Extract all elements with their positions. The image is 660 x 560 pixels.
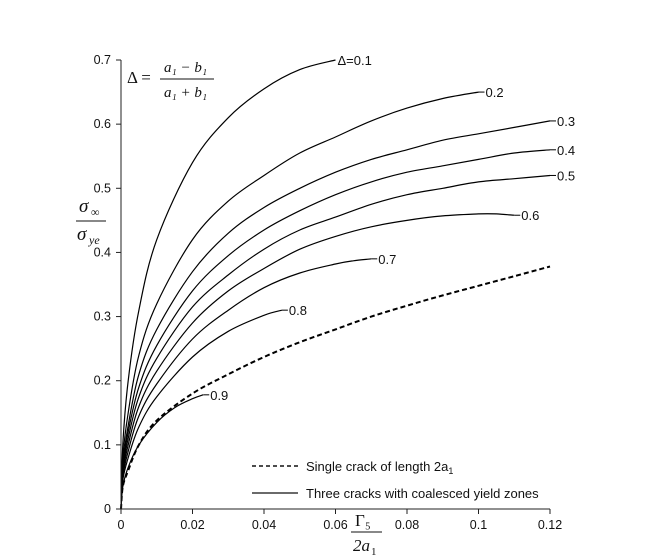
y-tick-label: 0.4 <box>94 245 111 259</box>
legend-label-three-cracks: Three cracks with coalesced yield zones <box>306 486 539 501</box>
legend-label-single-crack: Single crack of length 2a1 <box>306 459 453 476</box>
y-tick-label: 0.6 <box>94 117 111 131</box>
y-tick-label: 0.1 <box>94 438 111 452</box>
formula: Δ = a₁ − b₁ a₁ + b₁ <box>127 60 214 101</box>
x-tick-label: 0.06 <box>323 518 347 532</box>
x-tick-label: 0.04 <box>252 518 276 532</box>
curves-group: Δ=0.1 0.2 0.3 0.4 0.5 0.6 0.7 0.8 0.9 <box>120 53 575 510</box>
x-tick-label: 0.1 <box>470 518 487 532</box>
x-label-denominator: 2a <box>353 536 370 555</box>
x-label-numerator: Γ₅ <box>355 511 371 530</box>
legend: Single crack of length 2a1 Three cracks … <box>252 459 539 501</box>
series-1-line <box>120 59 336 510</box>
series-8-label: 0.8 <box>289 303 307 318</box>
series-9-line <box>120 394 204 510</box>
formula-lhs: Δ = <box>127 68 151 87</box>
y-tick-label: 0 <box>104 502 111 516</box>
x-tick-label: 0.02 <box>180 518 204 532</box>
x-tick-label: 0 <box>118 518 125 532</box>
y-tick-label: 0.5 <box>94 181 111 195</box>
series-8-line <box>120 309 283 510</box>
formula-denominator: a₁ + b₁ <box>164 85 207 101</box>
series-7-label: 0.7 <box>378 252 396 267</box>
y-tick-label: 0.7 <box>94 53 111 67</box>
formula-numerator: a₁ − b₁ <box>164 60 207 76</box>
x-label-denominator-sub: 1 <box>371 546 377 558</box>
series-3-label: 0.3 <box>557 114 575 129</box>
series-2-label: 0.2 <box>486 85 504 100</box>
x-axis-label: Γ₅ 2a 1 <box>351 511 382 558</box>
x-tick-label: 0.12 <box>538 518 562 532</box>
y-tick-label: 0.2 <box>94 374 111 388</box>
y-label-numerator-sub: ∞ <box>91 205 100 219</box>
series-4-line <box>120 149 551 510</box>
ticks-group: 0 0.1 0.2 0.3 0.4 0.5 0.6 0.7 0 0.02 0.04 0.06 0.08 0… <box>94 53 563 532</box>
y-tick-label: 0.3 <box>94 310 111 324</box>
series-1-label: Δ=0.1 <box>338 53 372 68</box>
series-5-line <box>120 174 551 510</box>
x-tick-label: 0.08 <box>395 518 419 532</box>
series-7-line <box>120 258 372 510</box>
series-6-line <box>120 213 515 510</box>
series-9-label: 0.9 <box>210 388 228 403</box>
y-label-denominator: σ <box>77 224 87 245</box>
series-4-label: 0.4 <box>557 143 575 158</box>
y-axis-label: σ ∞ σ ye <box>76 196 106 247</box>
y-label-denominator-sub: ye <box>88 233 100 247</box>
y-label-numerator: σ <box>79 196 89 217</box>
series-5-label: 0.5 <box>557 168 575 183</box>
series-10-line <box>120 265 551 510</box>
series-6-label: 0.6 <box>521 208 539 223</box>
series-3-line <box>120 120 551 510</box>
series-2-line <box>120 91 479 510</box>
